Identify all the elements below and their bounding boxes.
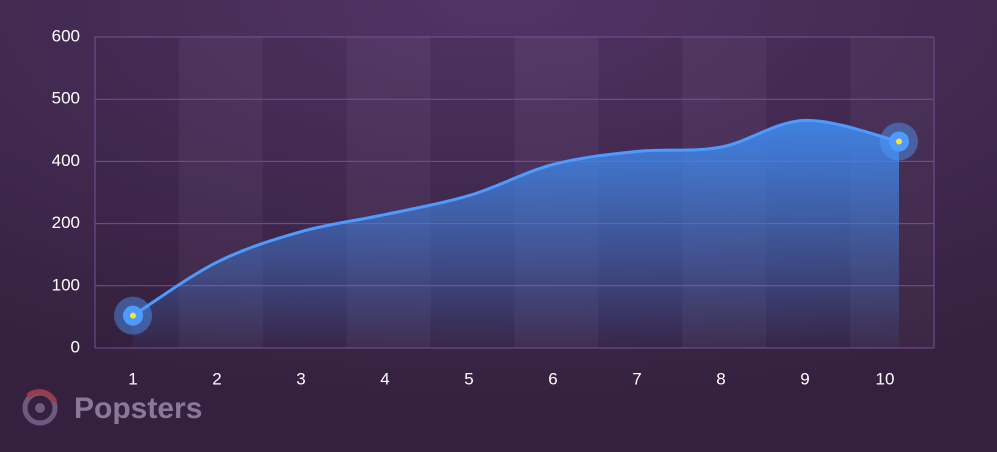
watermark: Popsters [74, 392, 202, 425]
x-tick-label: 1 [128, 369, 137, 388]
y-tick-label: 100 [52, 275, 80, 294]
logo: Popsters [22, 389, 202, 426]
x-tick-label: 2 [212, 369, 221, 388]
end-dot [896, 138, 902, 145]
y-tick-label: 200 [52, 213, 80, 232]
y-tick-label: 500 [52, 89, 80, 108]
logo-dot [35, 403, 45, 413]
y-tick-label: 400 [52, 151, 80, 170]
x-tick-label: 3 [296, 369, 305, 388]
x-tick-label: 10 [876, 369, 895, 388]
y-tick-label: 600 [52, 26, 80, 45]
x-tick-label: 4 [380, 369, 389, 388]
x-tick-label: 6 [548, 369, 557, 388]
x-tick-label: 8 [716, 369, 725, 388]
logo-arc [26, 389, 58, 404]
area [133, 120, 899, 348]
plot: 0 100 200 400 500 600 1 2 3 4 5 6 7 8 9 10 [52, 26, 935, 388]
x-tick-label: 9 [800, 369, 809, 388]
x-tick-label: 7 [632, 369, 641, 388]
line [132, 118, 900, 317]
x-tick-label: 5 [464, 369, 473, 388]
y-tick-label: 0 [71, 337, 80, 356]
end-dot [130, 312, 136, 319]
